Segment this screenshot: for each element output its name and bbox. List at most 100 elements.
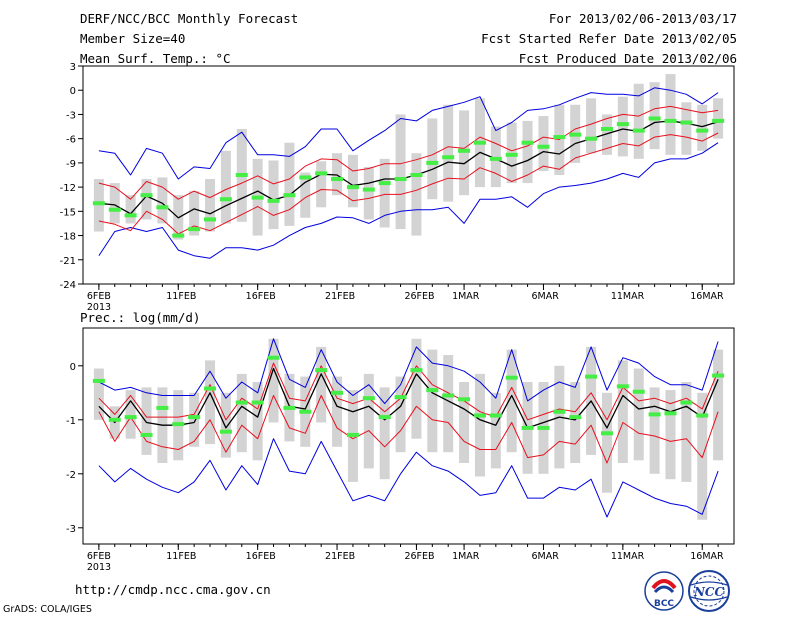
p1-x-tick-label: 16MAR <box>690 291 724 302</box>
p1-line-ensemble-min <box>98 142 719 259</box>
p1-range-bar <box>586 98 597 154</box>
p2-range-bar <box>459 382 470 463</box>
p2-y-tick-label: 0 <box>70 362 76 373</box>
p1-range-bar <box>332 153 343 196</box>
p1-observed-marker <box>283 193 296 198</box>
p1-observed-marker <box>140 193 153 198</box>
p2-observed-marker <box>362 396 375 401</box>
p1-observed-marker <box>124 213 137 218</box>
p2-y-tick-label: -3 <box>66 524 76 535</box>
ncc-logo: NCC <box>688 570 730 612</box>
p1-x-tick-label: 11FEB <box>166 291 196 302</box>
p2-x-tick-label: 11MAR <box>611 551 645 562</box>
p2-observed-marker <box>680 400 693 405</box>
p2-range-bar <box>189 392 200 447</box>
p2-observed-marker <box>410 368 423 373</box>
p1-observed-marker <box>315 171 328 176</box>
p1-range-bar <box>284 142 295 226</box>
p1-x-tick-label: 16FEB <box>246 291 276 302</box>
p2-observed-marker <box>331 390 344 395</box>
p2-x-tick-label: 21FEB <box>325 551 355 562</box>
p1-observed-marker <box>156 205 169 210</box>
p2-range-bar <box>649 387 660 474</box>
p2-line-ensemble-max <box>98 338 719 405</box>
p2-range-bar <box>268 338 279 423</box>
p1-observed-marker <box>648 116 661 121</box>
p1-observed-marker <box>489 156 502 161</box>
p1-range-bar <box>538 116 549 171</box>
p1-observed-marker <box>92 201 105 206</box>
p1-range-bar <box>141 179 152 220</box>
p1-x-tick-label: 1MAR <box>452 291 480 302</box>
p1-y-tick-label: -9 <box>66 159 76 170</box>
p2-range-bar <box>93 368 104 420</box>
p1-range-bar <box>665 74 676 155</box>
p2-range-bar <box>633 368 644 461</box>
p1-observed-marker <box>537 144 550 149</box>
p2-panel-title: Prec.: log(mm/d) <box>80 310 200 325</box>
p1-y-tick-label: -24 <box>60 280 76 291</box>
p2-observed-marker <box>156 405 169 410</box>
p1-observed-marker <box>696 128 709 133</box>
p1-observed-marker <box>680 120 693 125</box>
p1-y-tick-label: 0 <box>70 86 76 97</box>
p1-observed-marker <box>585 136 598 141</box>
bcc-logo: BCC <box>644 571 684 611</box>
p2-observed-marker <box>92 378 105 383</box>
p1-observed-marker <box>553 135 566 140</box>
p2-x-tick-label: 1MAR <box>452 551 480 562</box>
p2-range-bar <box>427 349 438 453</box>
p1-line-ensemble-mean <box>98 120 719 219</box>
p1-observed-marker <box>521 140 534 145</box>
header-left: DERF/NCC/BCC Monthly Forecast Member Siz… <box>80 10 298 70</box>
p2-range-bar <box>316 346 327 423</box>
p2-observed-marker <box>569 415 582 420</box>
p1-range-bar <box>522 120 533 184</box>
p2-x-tick-label: 6FEB <box>87 551 111 562</box>
p2-range-bar <box>252 382 263 461</box>
p1-observed-marker <box>569 132 582 137</box>
p2-line-ensemble-mean <box>98 367 719 429</box>
p1-y-tick-label: -12 <box>60 183 76 194</box>
p2-range-bar <box>411 338 422 439</box>
p1-x-tick-label: 26FEB <box>404 291 434 302</box>
p2-observed-marker <box>473 413 486 418</box>
p2-range-bar <box>220 392 231 458</box>
source-url[interactable]: http://cmdp.ncc.cma.gov.cn <box>75 582 271 597</box>
p2-observed-marker <box>394 395 407 400</box>
p2-observed-marker <box>124 415 137 420</box>
p2-observed-marker <box>267 355 280 360</box>
p1-range-bar <box>411 153 422 236</box>
p1-range-bar <box>443 104 454 202</box>
p2-observed-marker <box>426 388 439 393</box>
p2-range-bar <box>601 392 612 493</box>
p1-range-bar <box>363 166 374 220</box>
p1-range-bar <box>427 118 438 200</box>
p2-observed-marker <box>600 431 613 436</box>
p1-range-bar <box>490 126 501 188</box>
p1-range-bar <box>268 160 279 230</box>
p1-range-bar <box>713 98 724 139</box>
p2-range-bar <box>570 382 581 463</box>
p2-range-bar <box>332 376 343 447</box>
variable-label: Mean Surf. Temp.: °C <box>80 51 231 66</box>
p1-y-tick-label: -18 <box>60 232 76 243</box>
p1-observed-marker <box>108 207 121 212</box>
p2-observed-marker <box>283 405 296 410</box>
p2-observed-marker <box>505 375 518 380</box>
p1-observed-marker <box>299 175 312 180</box>
p1-y-tick-label: -21 <box>60 256 76 267</box>
p1-observed-marker <box>473 140 486 145</box>
p2-observed-marker <box>315 368 328 373</box>
p2-range-bar <box>681 382 692 482</box>
p1-range-bar <box>205 179 216 232</box>
p2-y-tick-label: -1 <box>66 416 76 427</box>
p1-x-tick-label: 6MAR <box>531 291 559 302</box>
p2-range-bar <box>141 387 152 455</box>
p1-observed-marker <box>251 195 264 200</box>
p2-line-mean-plus-sd <box>98 362 719 421</box>
p2-range-bar <box>665 390 676 480</box>
header-right: For 2013/02/06-2013/03/17 Fcst Started R… <box>481 10 737 70</box>
p2-range-bar <box>363 373 374 469</box>
